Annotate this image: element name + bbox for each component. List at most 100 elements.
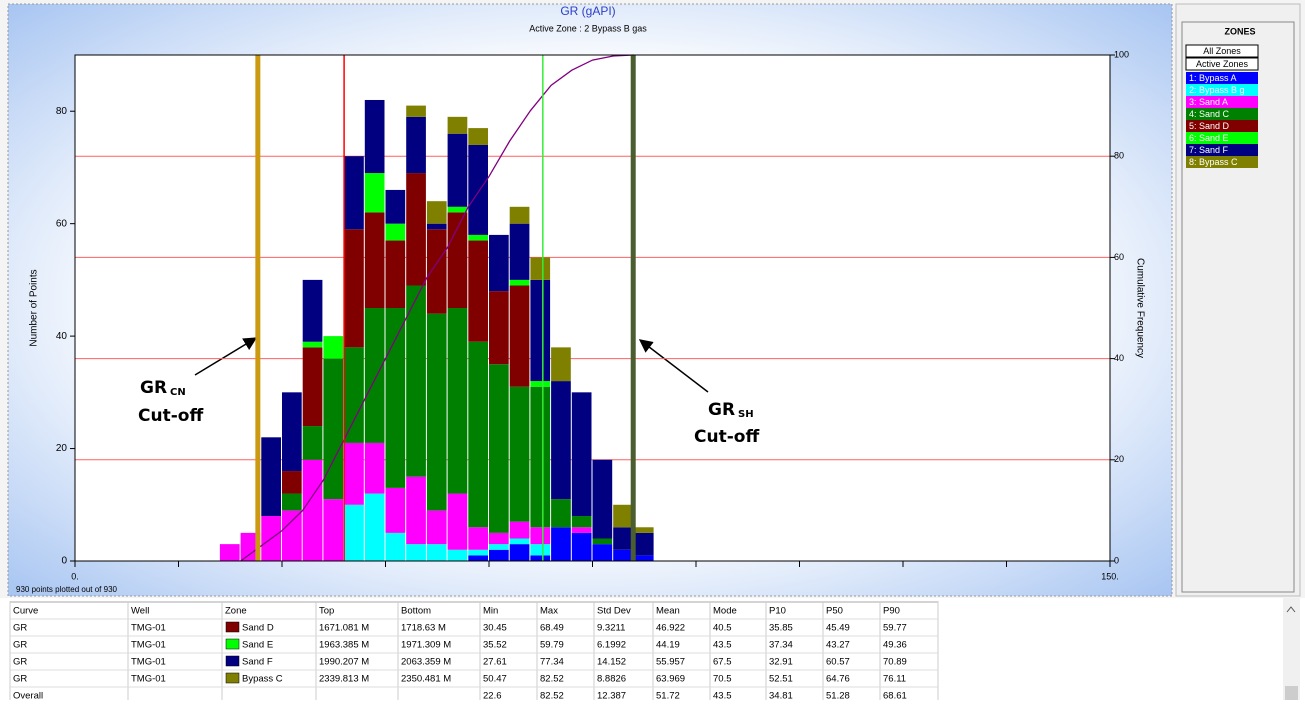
- table-header: Min: [483, 606, 498, 617]
- histogram-segment: [364, 308, 385, 443]
- table-cell: 43.27: [826, 640, 850, 651]
- annotation-sh: GR SH Cut-off: [638, 339, 759, 447]
- histogram-segment: [344, 229, 364, 348]
- table-cell: GR: [13, 657, 27, 668]
- histogram-segment: [344, 347, 364, 443]
- histogram-segment: [302, 426, 323, 460]
- table-cell: 9.3211: [597, 623, 625, 634]
- table-header: Max: [540, 606, 558, 617]
- table-cell: 1718.63 M: [401, 623, 446, 634]
- histogram-segment: [571, 392, 592, 517]
- legend-entry[interactable]: [1186, 84, 1258, 96]
- histogram-segment: [592, 544, 613, 561]
- table-cell: GR: [13, 623, 27, 634]
- annotation-text: Cut-off: [138, 406, 203, 426]
- table-header: Std Dev: [597, 606, 631, 617]
- table-cell: TMG-01: [131, 640, 166, 651]
- histogram-segment: [426, 544, 447, 561]
- table-cell: 1990.207 M: [319, 657, 369, 668]
- histogram-segment: [385, 240, 406, 308]
- histogram-segment: [447, 116, 468, 134]
- table-header: Mean: [656, 606, 680, 617]
- legend-entry[interactable]: [1186, 108, 1258, 120]
- histogram-segment: [509, 386, 530, 522]
- table-header: Curve: [13, 606, 38, 617]
- histogram-segment: [551, 499, 571, 528]
- histogram-segment: [447, 493, 468, 550]
- table-cell: 51.28: [826, 691, 850, 700]
- histogram-segment: [530, 257, 551, 280]
- table-cell: 8.8826: [597, 674, 626, 685]
- x-tick-label: 0.: [71, 571, 79, 581]
- table-cell: 55.957: [656, 657, 685, 668]
- histogram-segment: [406, 544, 426, 561]
- y2-tick-label: 40: [1114, 353, 1124, 363]
- histogram-segment: [509, 223, 530, 280]
- scroll-thumb[interactable]: [1285, 686, 1298, 700]
- histogram-segment: [426, 313, 447, 511]
- table-header: P90: [883, 606, 900, 617]
- legend-label: 4: Sand C: [1189, 109, 1230, 119]
- legend-entry[interactable]: [1186, 156, 1258, 168]
- scrollbar[interactable]: [1283, 598, 1300, 700]
- legend-entry[interactable]: [1186, 132, 1258, 144]
- histogram-segment: [509, 538, 530, 545]
- y-axis-label: Number of Points: [29, 269, 40, 346]
- table-cell: 35.52: [483, 640, 507, 651]
- y2-tick-label: 100: [1114, 49, 1129, 59]
- legend-button[interactable]: [1185, 57, 1259, 71]
- table-cell: 2339.813 M: [319, 674, 369, 685]
- table-cell: 70.5: [713, 674, 732, 685]
- legend-entry[interactable]: [1186, 72, 1258, 84]
- table-cell: 37.34: [769, 640, 793, 651]
- histogram-segment: [509, 206, 530, 224]
- histogram-segment: [364, 493, 385, 561]
- histogram-segment: [447, 206, 468, 213]
- legend-label: 7: Sand F: [1189, 145, 1229, 155]
- table-header: Mode: [713, 606, 737, 617]
- histogram-segment: [426, 201, 447, 224]
- legend-button[interactable]: [1185, 44, 1259, 58]
- table-cell: GR: [13, 674, 27, 685]
- table-cell: 50.47: [483, 674, 507, 685]
- histogram-segment: [613, 504, 633, 528]
- table-header: Top: [319, 606, 334, 617]
- table-cell: 46.922: [656, 623, 685, 634]
- legend-entry[interactable]: [1186, 96, 1258, 108]
- annotation-text: Cut-off: [694, 427, 759, 447]
- legend-entry[interactable]: [1186, 144, 1258, 156]
- annotation-text: GR: [140, 378, 167, 398]
- histogram-segment: [489, 549, 509, 561]
- histogram-segment: [344, 156, 364, 230]
- histogram-segment: [468, 240, 488, 342]
- table-cell: 68.49: [540, 623, 564, 634]
- table-cell: 12.387: [597, 691, 626, 700]
- table-cell: 59.77: [883, 623, 907, 634]
- cumulative-line: [240, 54, 634, 562]
- y-tick-label: 80: [56, 106, 68, 117]
- table-cell: 52.51: [769, 674, 793, 685]
- legend-entry[interactable]: [1186, 120, 1258, 132]
- histogram-segment: [426, 229, 447, 314]
- chart-title: GR (gAPI): [560, 4, 615, 18]
- histogram-segment: [364, 99, 385, 174]
- table-cell: 63.969: [656, 674, 685, 685]
- histogram-segment: [385, 487, 406, 533]
- histogram-segment: [613, 549, 633, 561]
- y2-tick-label: 60: [1114, 252, 1124, 262]
- y-tick-label: 0: [61, 556, 67, 567]
- histogram-segment: [344, 442, 364, 505]
- histogram-segment: [426, 223, 447, 230]
- histogram-segment: [406, 173, 426, 286]
- scroll-up[interactable]: [1286, 606, 1296, 613]
- table-cell: 67.5: [713, 657, 732, 668]
- histogram-segment: [364, 173, 385, 213]
- y-tick-label: 40: [56, 331, 68, 342]
- table-cell: 2063.359 M: [401, 657, 451, 668]
- histogram-segment: [551, 381, 571, 500]
- table-cell: 43.5: [713, 640, 732, 651]
- histogram-segment: [530, 279, 551, 382]
- table-cell: TMG-01: [131, 657, 166, 668]
- table-cell: 70.89: [883, 657, 907, 668]
